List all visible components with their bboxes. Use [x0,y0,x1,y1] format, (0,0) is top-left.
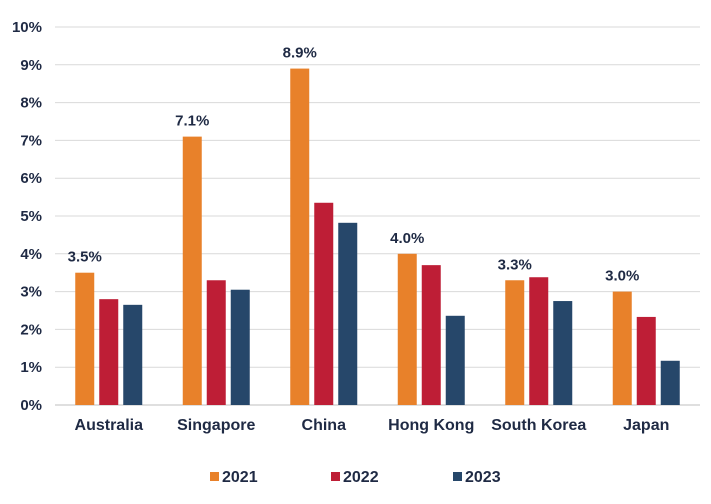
bar-2023-singapore [230,289,250,405]
bar-2022-singapore [206,280,226,405]
bar-2022-australia [99,299,119,405]
legend-label-2023: 2023 [465,469,501,486]
data-label: 3.5% [68,249,102,266]
bar-2023-japan [660,360,680,405]
data-labels: 3.5% 7.1% 8.9% 4.0% 3.3% 3.0% [68,45,640,285]
x-category-label: China [302,417,347,434]
y-tick-label: 9% [20,57,42,74]
bar-2021-singapore [182,136,202,405]
y-tick-label: 5% [20,208,42,225]
data-label: 7.1% [175,113,209,130]
x-category-label: South Korea [491,417,586,434]
legend-swatch-2021 [210,472,219,481]
bar-2022-china [314,202,334,405]
legend-swatch-2022 [331,472,340,481]
legend-label-2022: 2022 [343,469,379,486]
x-category-label: Singapore [177,417,255,434]
y-tick-label: 1% [20,359,42,376]
y-axis-tick-labels: 0% 1% 2% 3% 4% 5% 6% 7% 8% 9% 10% [12,19,42,414]
bar-2022-south-korea [529,277,549,405]
bar-2021-south-korea [505,280,525,405]
bars [75,68,680,405]
gridlines [55,26,700,406]
bar-2021-hong-kong [397,253,417,405]
data-label: 4.0% [390,230,424,247]
bar-2023-hong-kong [445,315,465,405]
y-tick-label: 6% [20,170,42,187]
bar-2023-south-korea [553,301,573,405]
bar-2023-china [338,222,358,405]
bar-2021-australia [75,272,95,405]
bar-2022-japan [636,316,656,405]
legend-swatch-2023 [453,472,462,481]
bar-2022-hong-kong [421,265,441,405]
legend-label-2021: 2021 [222,469,258,486]
y-tick-label: 4% [20,246,42,263]
data-label: 8.9% [283,45,317,62]
x-category-label: Japan [623,417,669,434]
bar-2021-china [290,68,310,405]
bar-2023-australia [123,304,143,405]
data-label: 3.3% [498,256,532,273]
x-axis-category-labels: Australia Singapore China Hong Kong South Ko… [75,417,670,434]
y-tick-label: 8% [20,95,42,112]
y-tick-label: 10% [12,19,42,36]
bar-2021-japan [612,291,632,405]
y-tick-label: 0% [20,397,42,414]
data-label: 3.0% [605,268,639,285]
x-category-label: Australia [75,417,144,434]
y-tick-label: 3% [20,284,42,301]
y-tick-label: 2% [20,321,42,338]
x-category-label: Hong Kong [388,417,474,434]
legend: 2021 2022 2023 [210,469,501,486]
y-tick-label: 7% [20,132,42,149]
